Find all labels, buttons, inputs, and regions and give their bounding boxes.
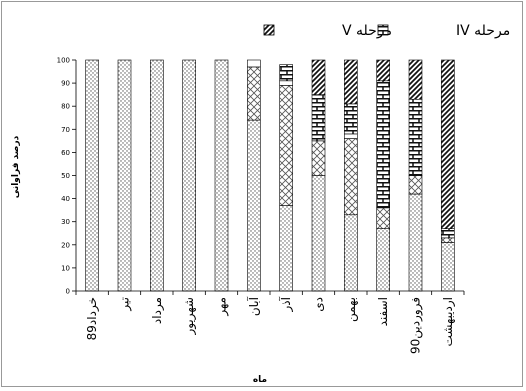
bar-segment [279, 85, 293, 206]
y-tick-label: 60 [61, 149, 70, 157]
chart-frame: مرحله V مرحله IV 0 10 20 30 40 50 60 70 80 90 100 خ… [1, 1, 523, 387]
bar-segment [344, 214, 358, 292]
x-tick-label: اردیبهشت [441, 297, 456, 346]
x-axis-ticks: خرداد89 تیر مرداد شهریور مهر آبان آذر دی بهمن اسف… [75, 291, 465, 354]
y-axis-title: درصد فراوانی [11, 135, 21, 198]
bar-segment [441, 59, 455, 229]
legend: مرحله V مرحله IV [263, 23, 510, 39]
legend-swatch [263, 24, 275, 36]
bars [85, 59, 455, 292]
bar-segment [344, 59, 358, 105]
bar-segment [408, 175, 423, 195]
bar-segment [311, 59, 326, 95]
x-tick-label: مهر [215, 297, 230, 317]
y-tick-label: 70 [61, 126, 70, 134]
y-tick-label: 50 [61, 172, 70, 180]
x-tick-label: اسفند [376, 297, 390, 326]
bar-segment [376, 80, 390, 209]
bar-segment [311, 94, 326, 142]
y-tick-label: 20 [61, 241, 70, 249]
y-tick-label: 90 [61, 80, 70, 88]
bar-segment [441, 228, 455, 239]
bar-segment [279, 80, 293, 86]
bar-segment [150, 59, 164, 292]
x-tick-label: دی [312, 297, 326, 312]
x-tick-label: خرداد89 [85, 297, 100, 340]
bar-segment [408, 59, 423, 100]
bar-segment [279, 205, 293, 292]
bar-segment [311, 175, 326, 292]
bar-segment [376, 59, 390, 82]
bar-segment [85, 59, 99, 292]
bar-segment [408, 193, 423, 292]
stacked-bar-chart: مرحله V مرحله IV 0 10 20 30 40 50 60 70 80 90 100 خ… [11, 23, 510, 385]
legend-label: مرحله IV [456, 23, 510, 39]
bar-segment [279, 64, 293, 82]
y-tick-label: 0 [66, 288, 70, 296]
bar-segment [344, 133, 358, 139]
y-tick-label: 80 [61, 103, 70, 111]
y-tick-label: 40 [61, 195, 70, 203]
bar-segment [182, 59, 196, 292]
bar-segment [247, 66, 261, 121]
y-tick-label: 30 [61, 218, 70, 226]
bar-segment [247, 59, 261, 68]
bar-segment [344, 103, 358, 135]
x-tick-label: آذر [278, 296, 294, 312]
x-tick-label: تیر [118, 297, 133, 312]
x-tick-label: شهریور [182, 297, 197, 336]
x-axis-title: ماه [253, 375, 267, 385]
bar-segment [441, 237, 455, 243]
x-tick-label: بهمن [344, 297, 359, 322]
axes [75, 60, 464, 292]
bar-segment [441, 242, 455, 292]
bar-segment [376, 228, 390, 292]
bar-segment [247, 119, 261, 292]
bar-segment [408, 98, 423, 176]
bar-segment [214, 59, 229, 292]
bar-segment [376, 207, 390, 229]
y-tick-label: 100 [57, 57, 70, 65]
x-tick-label: مرداد [150, 297, 165, 324]
x-tick-label: فروردین90 [409, 297, 424, 354]
bar-segment [117, 59, 132, 292]
bar-segment [311, 140, 326, 176]
x-tick-label: آبان [246, 296, 261, 316]
legend-swatch [377, 24, 389, 36]
y-axis-ticks: 0 10 20 30 40 50 60 70 80 90 100 [57, 57, 76, 296]
y-tick-label: 10 [61, 264, 70, 272]
bar-segment [344, 138, 358, 216]
